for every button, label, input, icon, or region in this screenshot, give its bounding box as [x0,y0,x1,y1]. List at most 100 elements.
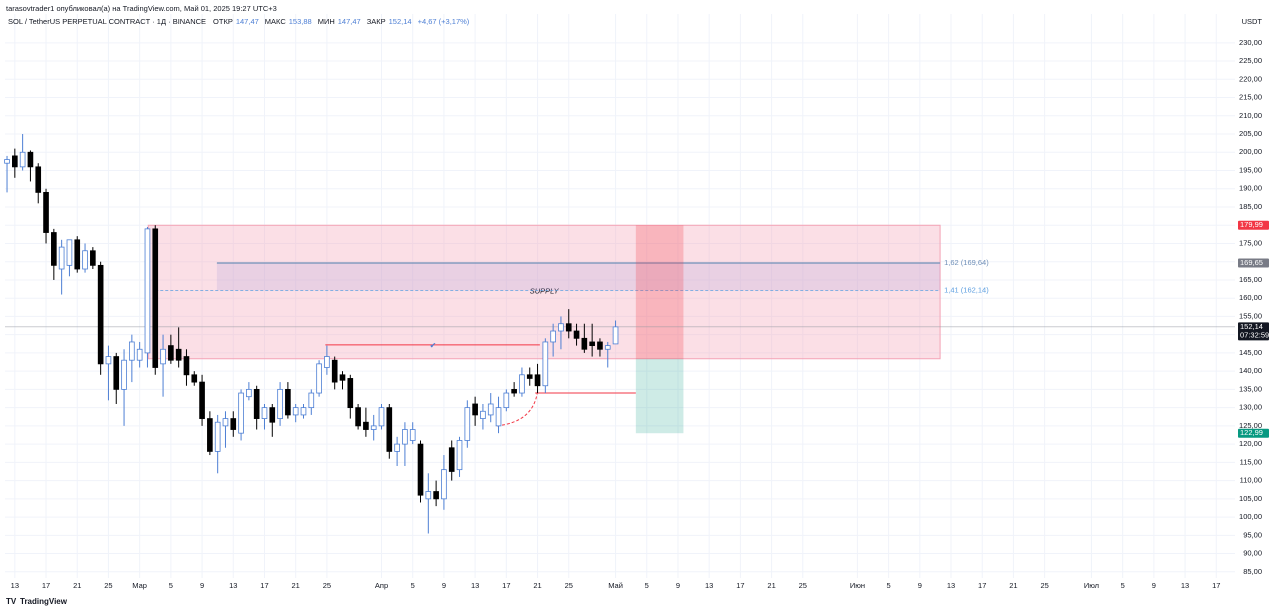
x-tick-label: 21 [292,581,300,590]
y-tick-label: 205,00 [1239,129,1262,138]
candle-body [12,155,18,168]
x-tick-label: 13 [1181,581,1189,590]
candle-body [472,403,478,416]
x-tick-label: 17 [502,581,510,590]
zone-label: SUPPLY [530,286,560,295]
candle-body [19,151,26,168]
y-tick-label: 175,00 [1239,238,1262,247]
x-tick-label: 13 [229,581,237,590]
author-line: tarasovtrader1 опубликовал(а) на Trading… [6,4,277,13]
countdown: 07:32:59 [1240,330,1269,339]
x-tick-label: 9 [918,581,922,590]
candle-body [253,388,260,419]
change: +4,67 (+3,17%) [417,17,470,26]
price-label: 169,65 [1240,258,1263,267]
candle-body [604,345,611,350]
candle-body [58,246,65,270]
x-tick-label: 17 [736,581,744,590]
candle-body [191,374,198,383]
y-tick-label: 200,00 [1239,147,1262,156]
candle-body [214,421,221,452]
check-icon: ✔ [430,341,437,350]
candle-body [152,228,159,368]
trend-curve [496,391,539,427]
ohlc-value: 153,88 [288,17,312,26]
x-tick-label: 13 [11,581,19,590]
candle-body [511,388,517,394]
candle-body [136,348,143,361]
target-area [635,358,684,434]
y-tick-label: 225,00 [1239,56,1262,65]
candle-body [550,330,556,343]
candle-body [448,447,455,472]
y-tick-label: 130,00 [1239,403,1262,412]
x-tick-label: Июл [1084,581,1099,590]
candle-body [82,250,88,270]
x-tick-label: 25 [799,581,807,590]
candle-body [90,250,96,266]
candle-body [230,418,237,430]
unit: USDT [1242,17,1263,26]
candle-body [534,374,541,387]
x-tick-label: 5 [887,581,891,590]
candle-body [394,443,400,452]
candle-body [121,359,127,390]
candle-body [339,374,346,381]
x-tick-label: 21 [533,581,541,590]
legend: SOL / TetherUS PERPETUAL CONTRACT · 1Д ·… [8,17,472,26]
candle-body [129,341,135,361]
candle-body [238,392,244,434]
candle-body [160,348,166,365]
candle-body [363,421,369,430]
candle-body [222,418,229,427]
y-tick-label: 145,00 [1239,348,1262,357]
candle-body [347,378,354,409]
y-tick-label: 110,00 [1240,476,1262,485]
candle-body [168,345,174,361]
candle-body [495,407,502,427]
x-tick-label: 9 [1152,581,1156,590]
brand-logo: TV [6,597,17,606]
fib-label: 1,62 (169,64) [944,258,989,267]
x-tick-label: 13 [947,581,955,590]
candle-body [565,323,572,332]
price-label-box [1238,428,1269,438]
candle-body [526,374,533,379]
y-tick-label: 95,00 [1243,530,1262,539]
stop-area [635,225,684,359]
fib-box [216,263,941,291]
candle-body [285,388,291,416]
y-tick-label: 100,00 [1239,512,1262,521]
candle-body [144,228,151,354]
y-tick-label: 210,00 [1239,111,1262,120]
x-tick-label: 25 [323,581,331,590]
supply-zone [147,224,941,360]
x-tick-label: 17 [978,581,986,590]
candle-body [207,418,213,452]
x-tick-label: 9 [200,581,204,590]
x-tick-label: 5 [169,581,173,590]
candle-body [316,363,322,394]
brand: TradingView [20,597,68,606]
candle-body [261,407,268,419]
ohlc-name: МИН [317,17,335,26]
price-label: 179,99 [1240,220,1263,229]
candle-body [441,469,447,500]
x-tick-label: 21 [1009,581,1017,590]
x-tick-label: Июн [850,581,865,590]
y-tick-label: 190,00 [1239,184,1262,193]
x-tick-label: 25 [565,581,573,590]
x-tick-label: 25 [1040,581,1048,590]
x-tick-label: 5 [411,581,415,590]
x-tick-label: 5 [645,581,649,590]
y-tick-label: 115,00 [1240,457,1262,466]
x-tick-label: 25 [104,581,112,590]
candle-body [589,341,595,347]
ohlc-value: 152,14 [388,17,412,26]
candle-body [66,239,73,266]
candle-body [597,341,603,350]
candle-body [97,264,104,365]
candle-body [612,326,619,345]
candle-body [456,440,463,471]
